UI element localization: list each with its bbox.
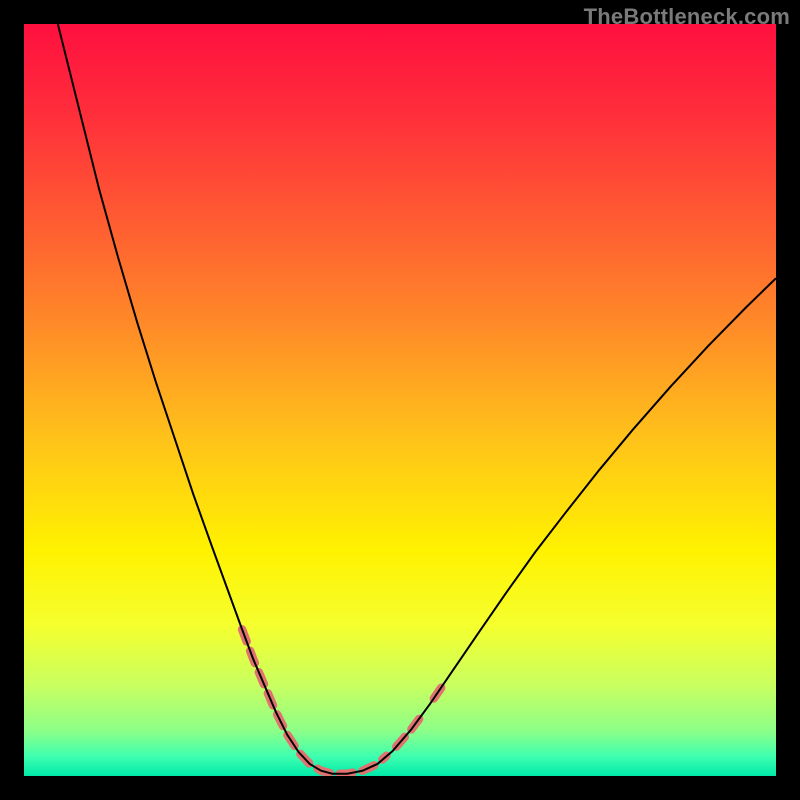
bottleneck-chart: [24, 24, 776, 776]
watermark-text: TheBottleneck.com: [584, 4, 790, 30]
plot-area: [24, 24, 776, 776]
figure-frame: TheBottleneck.com: [0, 0, 800, 800]
gradient-background: [24, 24, 776, 776]
